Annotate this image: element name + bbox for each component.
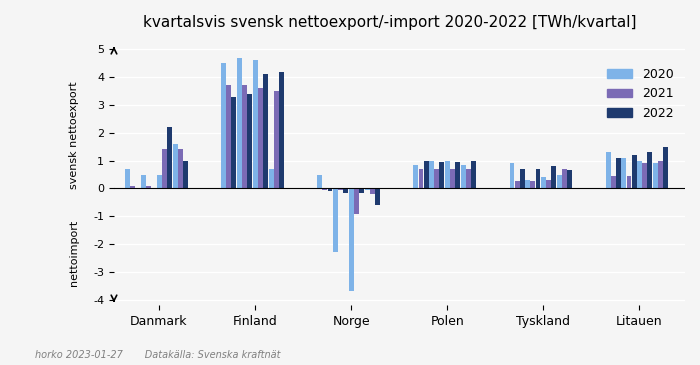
- Bar: [125, 169, 130, 188]
- Bar: [279, 72, 284, 188]
- Bar: [317, 174, 322, 188]
- Bar: [338, 188, 343, 190]
- Bar: [232, 97, 237, 188]
- Bar: [455, 162, 460, 188]
- Bar: [552, 166, 556, 188]
- Bar: [146, 186, 151, 188]
- Bar: [269, 169, 274, 188]
- Bar: [514, 181, 519, 188]
- Bar: [440, 162, 444, 188]
- Bar: [510, 164, 514, 188]
- Bar: [461, 165, 466, 188]
- Bar: [434, 169, 440, 188]
- Bar: [562, 169, 567, 188]
- Bar: [546, 180, 551, 188]
- Bar: [536, 169, 540, 188]
- Bar: [247, 94, 252, 188]
- Bar: [130, 186, 135, 188]
- Bar: [648, 152, 652, 188]
- Bar: [263, 74, 268, 188]
- Bar: [643, 164, 648, 188]
- Bar: [450, 169, 455, 188]
- Bar: [258, 88, 263, 188]
- Bar: [375, 188, 380, 205]
- Bar: [626, 176, 631, 188]
- Bar: [653, 164, 658, 188]
- Bar: [343, 188, 349, 193]
- Bar: [531, 181, 536, 188]
- Bar: [616, 158, 621, 188]
- Bar: [328, 188, 332, 191]
- Bar: [606, 152, 610, 188]
- Bar: [323, 188, 328, 190]
- Text: horko 2023-01-27       Datakälla: Svenska kraftnät: horko 2023-01-27 Datakälla: Svenska kraf…: [35, 350, 281, 360]
- Bar: [557, 174, 562, 188]
- Bar: [414, 165, 419, 188]
- Bar: [541, 177, 546, 188]
- Bar: [622, 158, 626, 188]
- Bar: [567, 170, 572, 188]
- Bar: [445, 161, 450, 188]
- Bar: [226, 85, 231, 188]
- Bar: [162, 149, 167, 188]
- Bar: [631, 155, 636, 188]
- Bar: [242, 85, 247, 188]
- Bar: [424, 161, 428, 188]
- Bar: [359, 188, 364, 193]
- Bar: [610, 176, 615, 188]
- Bar: [663, 147, 668, 188]
- Bar: [525, 180, 531, 188]
- Bar: [274, 91, 279, 188]
- Bar: [157, 174, 162, 188]
- Bar: [183, 161, 188, 188]
- Bar: [419, 169, 423, 188]
- Bar: [471, 161, 476, 188]
- Bar: [370, 188, 374, 194]
- Bar: [333, 188, 338, 253]
- Bar: [466, 169, 471, 188]
- Bar: [658, 161, 663, 188]
- Legend: 2020, 2021, 2022: 2020, 2021, 2022: [602, 63, 679, 124]
- Bar: [637, 161, 642, 188]
- Bar: [354, 188, 359, 214]
- Bar: [173, 144, 178, 188]
- Bar: [237, 58, 242, 188]
- Text: kvartalsvis svensk nettoexport/-import 2020-2022 [TWh/kvartal]: kvartalsvis svensk nettoexport/-import 2…: [143, 15, 636, 30]
- Bar: [365, 188, 370, 190]
- Bar: [253, 60, 258, 188]
- Bar: [167, 127, 172, 188]
- Text: svensk nettoexport: svensk nettoexport: [69, 81, 79, 189]
- Bar: [141, 174, 146, 188]
- Bar: [221, 63, 226, 188]
- Bar: [519, 169, 524, 188]
- Text: nettoimport: nettoimport: [69, 220, 79, 286]
- Bar: [349, 188, 354, 292]
- Bar: [178, 149, 183, 188]
- Bar: [429, 161, 434, 188]
